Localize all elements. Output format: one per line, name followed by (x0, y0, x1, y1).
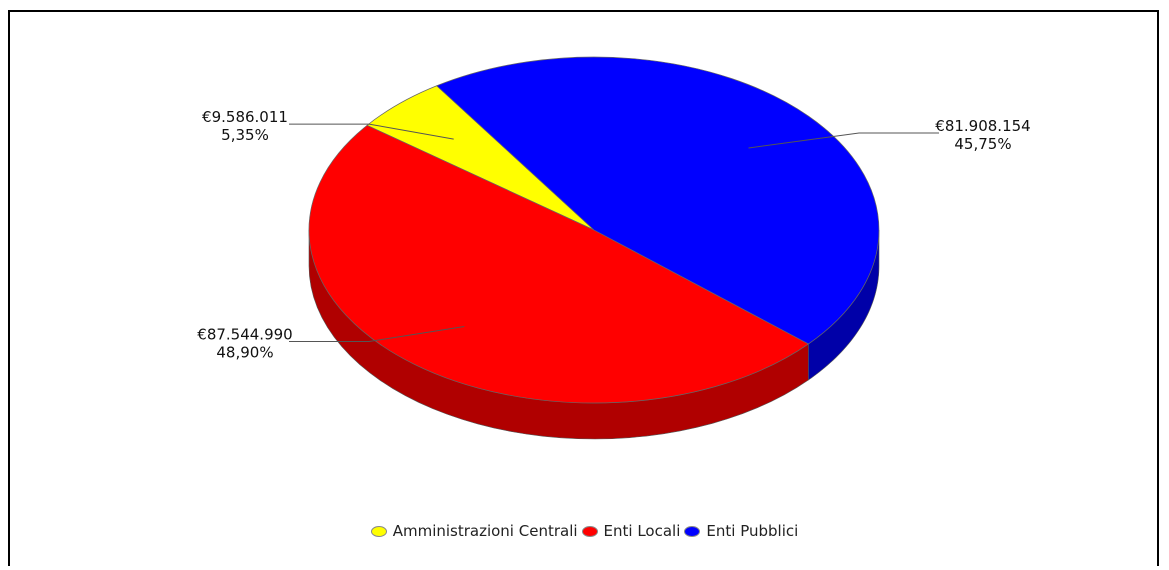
legend-swatch-amministrazioni-centrali (370, 526, 387, 537)
pie-slices (308, 56, 880, 404)
leader-line-amministrazioni-centrali (289, 123, 454, 140)
legend-item-amministrazioni-centrali: Amministrazioni Centrali (370, 522, 578, 540)
slice-percent-label-amministrazioni-centrali: 5,35% (221, 126, 269, 144)
leader-line-enti-locali (289, 326, 465, 342)
legend-label-enti-locali: Enti Locali (603, 522, 681, 540)
slice-enti-pubblici (436, 56, 880, 345)
legend-label-enti-pubblici: Enti Pubblici (706, 522, 799, 540)
slice-percent-label-enti-pubblici: 45,75% (954, 135, 1011, 153)
legend-label-amministrazioni-centrali: Amministrazioni Centrali (392, 522, 578, 540)
legend-swatch-enti-pubblici (684, 526, 701, 537)
legend: Amministrazioni Centrali Enti Locali Enti … (0, 522, 1169, 540)
slice-enti-locali (308, 124, 810, 404)
slice-percent-label-enti-locali: 48,90% (216, 344, 273, 362)
slice-value-label-enti-locali: €87.544.990 (197, 326, 292, 344)
legend-item-enti-locali: Enti Locali (581, 522, 681, 540)
legend-swatch-enti-locali (581, 526, 598, 537)
legend-item-enti-pubblici: Enti Pubblici (684, 522, 798, 540)
leader-line-enti-pubblici (748, 132, 939, 149)
slice-value-label-amministrazioni-centrali: €9.586.011 (202, 108, 288, 126)
leader-lines (289, 123, 939, 342)
slice-value-label-enti-pubblici: €81.908.154 (935, 117, 1030, 135)
chart-frame (8, 10, 1159, 566)
